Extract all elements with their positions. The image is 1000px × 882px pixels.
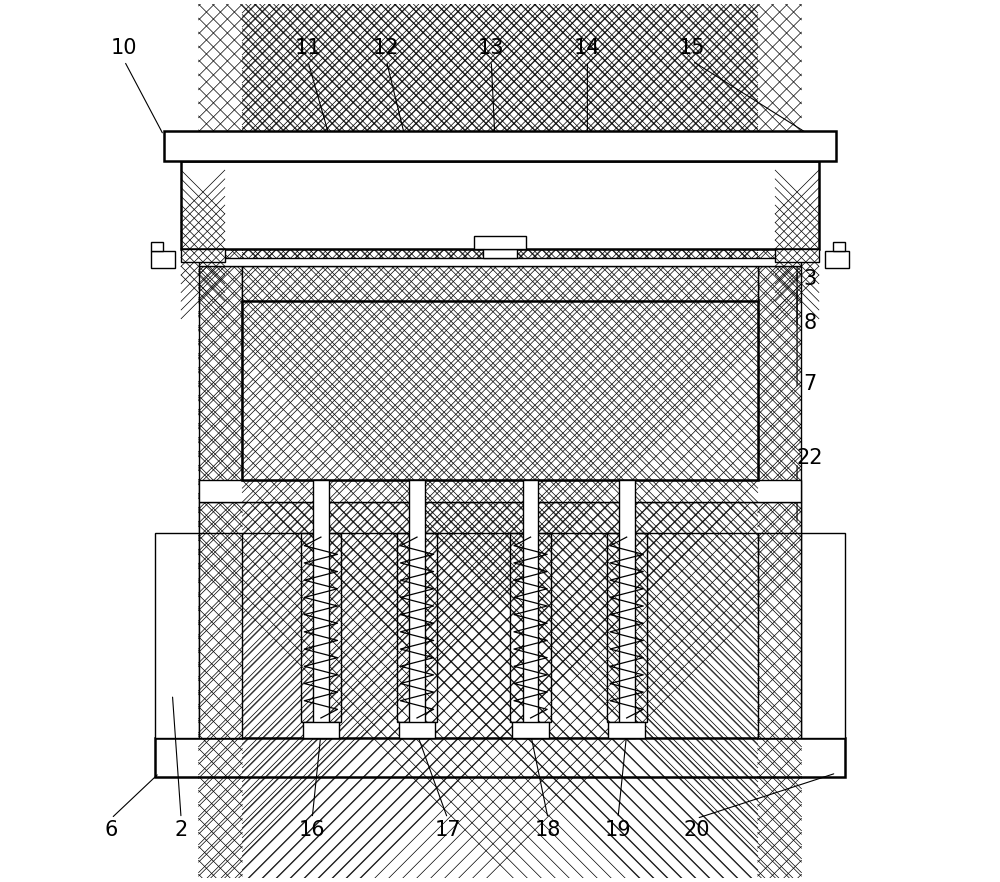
- Text: 7: 7: [804, 374, 817, 394]
- Bar: [409, 481, 425, 738]
- Bar: [397, 533, 437, 722]
- Bar: [399, 722, 435, 738]
- Text: 20: 20: [683, 819, 710, 840]
- Bar: [619, 481, 635, 738]
- Text: 17: 17: [434, 819, 461, 840]
- Bar: [801, 533, 845, 738]
- Bar: [775, 249, 819, 262]
- Bar: [474, 235, 526, 249]
- Text: 6: 6: [105, 819, 118, 840]
- Text: 10: 10: [111, 38, 138, 58]
- Bar: [303, 722, 339, 738]
- Bar: [483, 249, 517, 258]
- Bar: [825, 250, 849, 268]
- Bar: [607, 533, 647, 722]
- Text: 13: 13: [478, 38, 505, 58]
- Text: 2: 2: [174, 819, 188, 840]
- Bar: [181, 161, 819, 249]
- Text: 14: 14: [574, 38, 601, 58]
- Bar: [151, 250, 175, 268]
- Bar: [199, 481, 801, 502]
- Bar: [155, 533, 199, 738]
- Text: 3: 3: [804, 269, 817, 289]
- Bar: [155, 738, 845, 777]
- Bar: [313, 481, 329, 738]
- Bar: [151, 242, 163, 250]
- Text: 19: 19: [605, 819, 631, 840]
- Bar: [242, 302, 758, 481]
- Text: 22: 22: [797, 448, 823, 468]
- Text: 16: 16: [299, 819, 325, 840]
- Bar: [512, 722, 549, 738]
- Bar: [199, 502, 801, 533]
- Bar: [523, 481, 538, 738]
- Text: 11: 11: [295, 38, 321, 58]
- Text: 15: 15: [679, 38, 705, 58]
- Bar: [510, 533, 551, 722]
- Text: 12: 12: [373, 38, 400, 58]
- Bar: [608, 722, 645, 738]
- Bar: [301, 533, 341, 722]
- Bar: [758, 266, 801, 738]
- Bar: [833, 242, 845, 250]
- Bar: [164, 131, 836, 161]
- Bar: [199, 258, 801, 266]
- Bar: [181, 249, 225, 262]
- Bar: [199, 266, 242, 738]
- Bar: [242, 266, 758, 302]
- Text: 8: 8: [804, 313, 817, 333]
- Text: 18: 18: [535, 819, 561, 840]
